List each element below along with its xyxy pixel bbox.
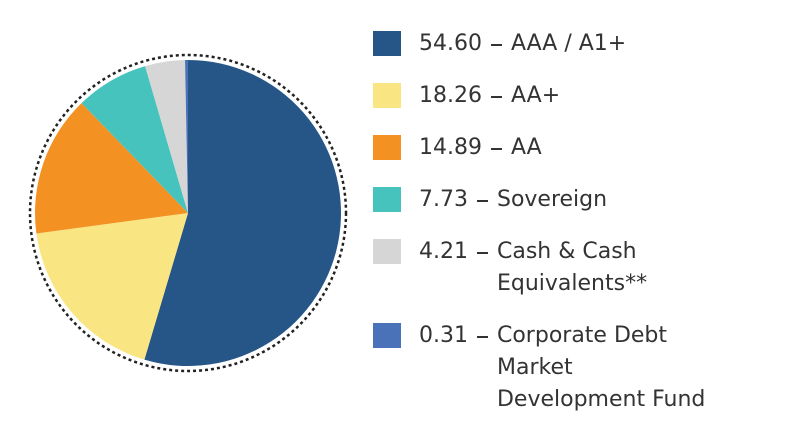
legend-item: 7.73 Sovereign: [373, 184, 804, 216]
legend-label: AA+: [510, 83, 561, 108]
legend-label: Sovereign: [496, 187, 608, 212]
legend-separator: [476, 200, 488, 202]
legend-item: 18.26 AA+: [373, 80, 804, 112]
legend: 54.60 AAA / A1+ 18.26 AA+ 14.89 AA 7.73 Soverei…: [373, 28, 804, 436]
legend-value: 7.73: [419, 187, 468, 212]
legend-item: 14.89 AA: [373, 132, 804, 164]
legend-swatch: [373, 323, 401, 348]
pie-slice: [35, 103, 189, 234]
legend-swatch: [373, 239, 401, 264]
legend-label: Corporate Debt Market Development Fund: [496, 323, 706, 412]
legend-item: 4.21 Cash & Cash Equivalents**: [373, 236, 804, 300]
legend-separator: [490, 148, 502, 150]
pie-area: [28, 53, 348, 373]
pie-slice: [81, 66, 188, 214]
legend-value: 14.89: [419, 135, 482, 160]
legend-separator: [490, 44, 502, 46]
legend-value: 0.31: [419, 323, 468, 348]
legend-value: 4.21: [419, 239, 468, 264]
legend-swatch: [373, 31, 401, 56]
pie-slice: [144, 60, 341, 366]
legend-swatch: [373, 187, 401, 212]
legend-label: AAA / A1+: [510, 31, 627, 56]
pie-outline: [28, 53, 348, 373]
pie-slice: [185, 60, 188, 213]
legend-separator: [476, 252, 488, 254]
legend-value: 54.60: [419, 31, 482, 56]
legend-item: 0.31 Corporate Debt Market Development Fu…: [373, 320, 804, 416]
legend-separator: [476, 336, 488, 338]
legend-item: 54.60 AAA / A1+: [373, 28, 804, 60]
legend-label: Cash & Cash Equivalents**: [496, 239, 648, 296]
legend-value: 18.26: [419, 83, 482, 108]
pie-slice: [36, 213, 189, 360]
pie-slice: [145, 60, 188, 213]
legend-separator: [490, 96, 502, 98]
legend-label: AA: [510, 135, 542, 160]
legend-swatch: [373, 135, 401, 160]
legend-swatch: [373, 83, 401, 108]
